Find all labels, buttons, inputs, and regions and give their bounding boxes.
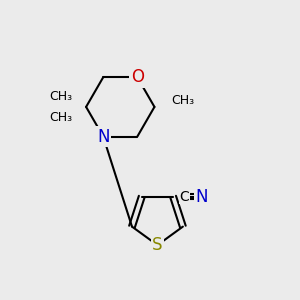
Text: CH₃: CH₃: [50, 90, 73, 103]
Text: N: N: [195, 188, 208, 206]
Text: C: C: [180, 190, 189, 204]
Text: S: S: [152, 236, 163, 254]
Text: N: N: [97, 128, 110, 146]
Text: CH₃: CH₃: [50, 111, 73, 124]
Text: CH₃: CH₃: [171, 94, 194, 107]
Text: O: O: [131, 68, 144, 86]
